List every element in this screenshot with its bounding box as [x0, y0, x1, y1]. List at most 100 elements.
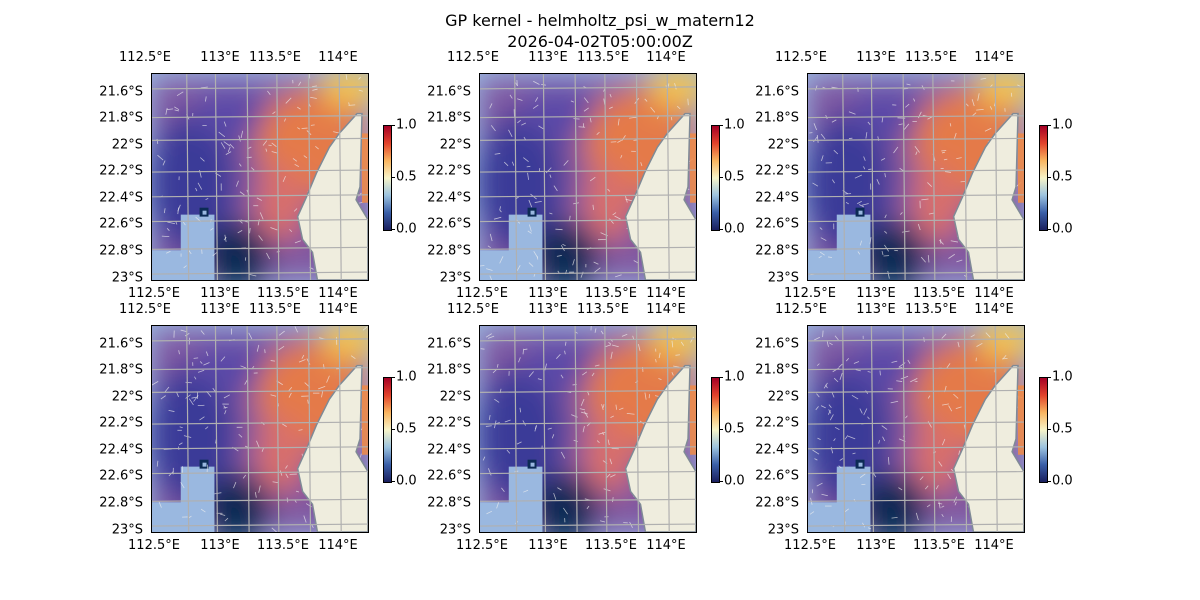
gridline-lat	[152, 86, 368, 90]
current-vector	[815, 85, 818, 91]
land-mass	[624, 112, 696, 280]
current-vector	[589, 117, 592, 123]
current-vector	[599, 520, 606, 523]
current-vector	[878, 440, 880, 444]
gridline-lon	[994, 326, 998, 532]
current-vector	[867, 416, 870, 420]
current-vector	[867, 527, 872, 530]
current-vector	[927, 255, 930, 263]
map-panel-3: 112.5°E 113°E 113.5°E 114°E 112.5°E 113°E 113.…	[755, 50, 1072, 301]
current-vector	[321, 390, 324, 398]
current-vector	[899, 212, 903, 215]
colorbar-tick-label: 0.5	[396, 169, 417, 185]
current-vector	[606, 473, 611, 479]
current-vector	[941, 333, 947, 339]
current-vector	[1001, 357, 1008, 360]
current-vector	[301, 354, 305, 359]
lon-tick-bottom: 113.5°E	[257, 286, 309, 301]
current-vector	[809, 511, 815, 515]
current-vector	[816, 363, 820, 366]
current-vector	[560, 374, 564, 379]
coastal-cells	[690, 385, 696, 455]
current-vector	[838, 363, 843, 368]
current-vector	[592, 204, 594, 210]
current-vector	[180, 329, 188, 333]
current-vector	[175, 221, 178, 225]
lon-tick-bottom: 112.5°E	[784, 286, 836, 301]
current-vector	[589, 176, 596, 182]
current-vector	[972, 112, 977, 116]
lon-tick-bottom: 113.5°E	[585, 286, 637, 301]
lon-tick-bottom: 112.5°E	[456, 538, 508, 553]
current-vector	[831, 119, 837, 123]
current-vector	[980, 77, 987, 80]
lat-tick: 22°S	[767, 389, 799, 405]
current-vector	[297, 106, 301, 110]
current-vector	[485, 333, 492, 338]
lon-tick-top: 112.5°E	[775, 302, 827, 317]
colorbar	[1039, 125, 1048, 231]
gridline-lat	[480, 86, 696, 90]
ocean-cell	[530, 462, 535, 467]
current-vector	[294, 326, 298, 333]
current-vector	[256, 197, 262, 201]
current-vector	[156, 460, 159, 467]
current-vector	[901, 230, 910, 233]
current-vector	[857, 251, 861, 255]
gridline-lat	[152, 246, 368, 250]
current-vector	[487, 468, 492, 476]
gridline-lat	[152, 446, 368, 450]
current-vector	[926, 504, 931, 508]
current-vector	[863, 156, 866, 161]
current-vector	[303, 515, 307, 523]
current-vector	[358, 89, 363, 92]
gridline-lat	[152, 338, 368, 342]
current-vector	[881, 250, 884, 256]
lat-tick: 22.6°S	[755, 468, 799, 484]
current-vector	[941, 403, 949, 406]
gridline-lat	[808, 367, 1024, 371]
current-vector	[533, 80, 540, 85]
current-vector	[814, 458, 818, 461]
current-vector	[614, 215, 621, 220]
colorbar-tick-mark	[1047, 229, 1051, 230]
colorbar-tick-mark	[1047, 177, 1051, 178]
current-vector	[235, 180, 239, 187]
gridline-lon	[214, 74, 219, 280]
current-vector	[486, 268, 493, 271]
current-vector	[199, 416, 205, 421]
current-vector	[270, 360, 276, 362]
current-vector	[815, 406, 819, 411]
gridline-lat	[480, 446, 696, 450]
current-vector	[167, 221, 176, 225]
map-panel-1: 112.5°E 113°E 113.5°E 114°E 112.5°E 113°E 113.…	[99, 50, 416, 301]
colorbar-tick-mark	[391, 429, 395, 430]
lon-tick-top: 112.5°E	[775, 50, 827, 65]
current-vector	[517, 98, 523, 101]
lon-tick-top: 114°E	[974, 50, 1014, 65]
map-axes	[807, 73, 1025, 281]
current-vector	[610, 351, 613, 359]
gridline-lat	[480, 115, 696, 119]
current-vector	[185, 394, 191, 399]
lat-tick: 23°S	[767, 270, 799, 286]
current-vector	[938, 501, 941, 509]
lat-tick: 22.6°S	[427, 216, 471, 232]
ocean-shallow-region	[808, 214, 871, 280]
current-vector	[519, 407, 522, 413]
lon-tick-bottom: 113.5°E	[585, 538, 637, 553]
current-vector	[629, 116, 637, 119]
current-vector	[165, 107, 168, 115]
current-vector	[179, 426, 183, 429]
current-vector	[556, 354, 561, 359]
lon-tick-top: 114°E	[646, 50, 686, 65]
current-vector	[813, 123, 818, 131]
current-vector	[609, 218, 614, 224]
current-vector	[887, 270, 890, 279]
current-vector	[499, 209, 502, 213]
lat-tick: 22.2°S	[427, 163, 471, 179]
current-vector	[607, 439, 610, 446]
gridline-lat	[480, 169, 696, 173]
current-vector	[528, 224, 532, 232]
current-vector	[928, 212, 935, 215]
